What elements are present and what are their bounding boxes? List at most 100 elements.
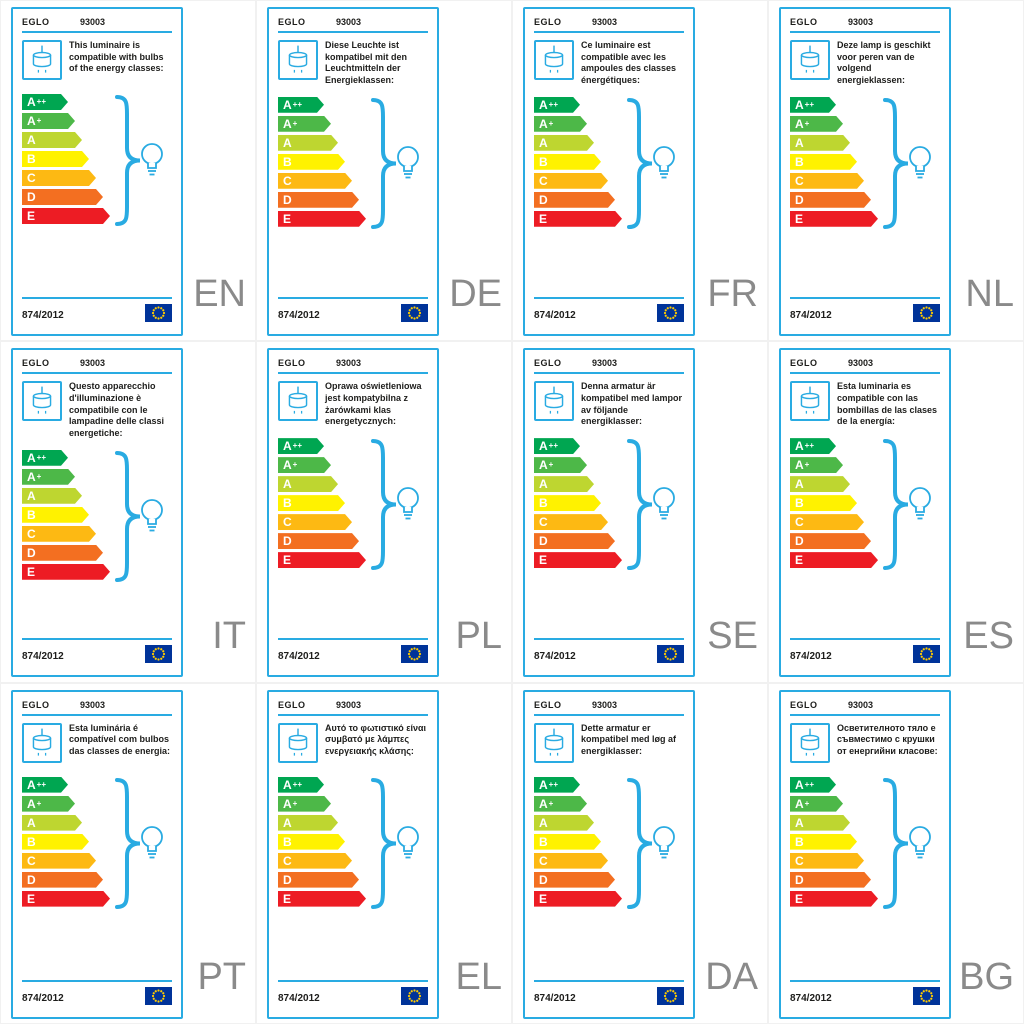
label-cell: EGLO 93003 Deze lamp is geschikt voor pe…: [768, 0, 1024, 342]
energy-class-arrow: D: [22, 872, 103, 888]
energy-arrows-section: A ++ A + A B C D E: [278, 777, 428, 913]
energy-class-letter: A: [539, 135, 548, 150]
energy-label-card: EGLO 93003 Осветителното тяло е съвмести…: [779, 689, 951, 1019]
energy-class-arrow: A ++: [278, 438, 324, 454]
energy-class-arrow: A: [22, 132, 82, 148]
energy-class-arrow: B: [790, 834, 857, 850]
label-cell: EGLO 93003 Ce luminaire est compatible a…: [512, 0, 768, 342]
light-bulb-icon: [139, 141, 165, 183]
energy-arrows: A ++ A + A B C D E: [278, 777, 428, 907]
energy-arrows-section: A ++ A + A B C D E: [534, 438, 684, 574]
energy-class-letter: A: [539, 439, 548, 454]
brace-icon: [114, 777, 144, 915]
energy-arrows: A ++ A + A B C D E: [534, 438, 684, 568]
energy-class-arrow: E: [790, 891, 878, 907]
energy-class-letter: A: [795, 477, 804, 492]
energy-class-letter: B: [283, 496, 292, 511]
energy-arrows: A ++ A + A B C D E: [534, 777, 684, 907]
regulation-text: 874/2012: [790, 310, 832, 321]
energy-class-arrow: B: [22, 151, 89, 167]
label-cell: EGLO 93003 Dette armatur er kompatibel m…: [512, 682, 768, 1024]
energy-arrows-section: A ++ A + A B C D E: [22, 777, 172, 913]
energy-class-arrow: B: [278, 834, 345, 850]
energy-class-arrow: A +: [534, 457, 587, 473]
eu-flag-icon: [145, 304, 172, 327]
energy-class-letter: B: [795, 834, 804, 849]
brand-text: EGLO: [534, 358, 562, 369]
pendant-lamp-icon: [534, 40, 574, 80]
regulation-text: 874/2012: [22, 992, 64, 1004]
energy-class-letter: A: [795, 97, 804, 112]
energy-label-card: EGLO 93003 This luminaire is compatible …: [11, 7, 183, 336]
energy-class-letter: D: [795, 534, 804, 549]
pendant-lamp-icon: [22, 381, 62, 422]
energy-class-arrow: B: [22, 834, 89, 850]
energy-class-arrow: E: [22, 564, 110, 580]
light-bulb-icon: [139, 497, 165, 539]
energy-class-letter: A: [27, 95, 36, 109]
light-bulb-icon: [395, 485, 421, 527]
brace-icon: [114, 450, 144, 588]
model-text: 93003: [848, 699, 874, 710]
light-bulb-icon: [907, 144, 933, 186]
eu-flag-icon: [913, 986, 940, 1010]
language-code: PT: [197, 956, 246, 998]
pendant-lamp-icon: [278, 381, 318, 422]
energy-class-letter: C: [283, 173, 292, 188]
energy-class-letter: D: [27, 190, 36, 204]
energy-class-letter: D: [27, 872, 36, 887]
energy-class-arrow: B: [22, 507, 89, 523]
pendant-lamp-icon: [22, 40, 62, 80]
energy-class-arrow: E: [278, 211, 366, 227]
regulation-text: 874/2012: [278, 651, 320, 663]
energy-class-arrow: D: [534, 533, 615, 549]
light-bulb-icon: [907, 824, 933, 866]
energy-arrows: A ++ A + A B C D E: [790, 438, 940, 568]
energy-label-card: EGLO 93003 Dette armatur er kompatibel m…: [523, 689, 695, 1019]
label-footer: 874/2012: [534, 979, 684, 1010]
label-header: EGLO 93003: [22, 17, 172, 33]
label-intro: Esta luminaria es compatible con las bom…: [790, 381, 940, 428]
energy-class-letter: E: [27, 564, 36, 579]
energy-class-letter: C: [283, 853, 292, 868]
energy-class-letter: A: [539, 796, 548, 811]
brand-text: EGLO: [278, 358, 306, 369]
regulation-text: 874/2012: [22, 651, 64, 663]
energy-class-letter: B: [27, 834, 36, 849]
energy-arrows-section: A ++ A + A B C D E: [790, 777, 940, 913]
model-text: 93003: [80, 699, 106, 710]
energy-class-letter: A: [539, 815, 548, 830]
brand-text: EGLO: [22, 699, 50, 710]
energy-class-letter: B: [539, 834, 548, 849]
label-cell: EGLO 93003 Осветителното тяло е съвмести…: [768, 682, 1024, 1024]
energy-class-arrow: A: [534, 135, 594, 151]
energy-arrows: A ++ A + A B C D E: [278, 97, 428, 227]
brand-text: EGLO: [790, 699, 818, 710]
eu-flag-icon: [913, 645, 940, 668]
label-intro: Dette armatur er kompatibel med løg af e…: [534, 722, 684, 767]
brace-icon: [626, 438, 656, 576]
label-footer: 874/2012: [278, 638, 428, 668]
energy-class-arrow: D: [534, 192, 615, 208]
energy-class-arrow: C: [790, 173, 864, 189]
energy-label-card: EGLO 93003 Esta luminaria es compatible …: [779, 348, 951, 678]
brand-text: EGLO: [278, 17, 306, 27]
brand-text: EGLO: [22, 17, 50, 27]
energy-class-letter: A: [27, 796, 36, 811]
energy-class-arrow: C: [790, 853, 864, 869]
label-footer: 874/2012: [790, 638, 940, 668]
energy-class-letter: A: [283, 796, 292, 811]
eu-flag-icon: [913, 304, 940, 327]
energy-class-letter: A: [539, 477, 548, 492]
energy-class-arrow: C: [790, 514, 864, 530]
energy-class-letter: B: [27, 507, 36, 522]
pendant-lamp-icon: [278, 722, 318, 763]
brace-icon: [370, 777, 400, 915]
energy-class-letter: B: [795, 154, 804, 169]
energy-class-arrow: D: [278, 533, 359, 549]
description-text: This luminaire is compatible with bulbs …: [69, 40, 164, 74]
energy-class-arrow: C: [22, 526, 96, 542]
label-intro: Questo apparecchio d'illuminazione è com…: [22, 381, 172, 439]
label-header: EGLO 93003: [534, 700, 684, 716]
